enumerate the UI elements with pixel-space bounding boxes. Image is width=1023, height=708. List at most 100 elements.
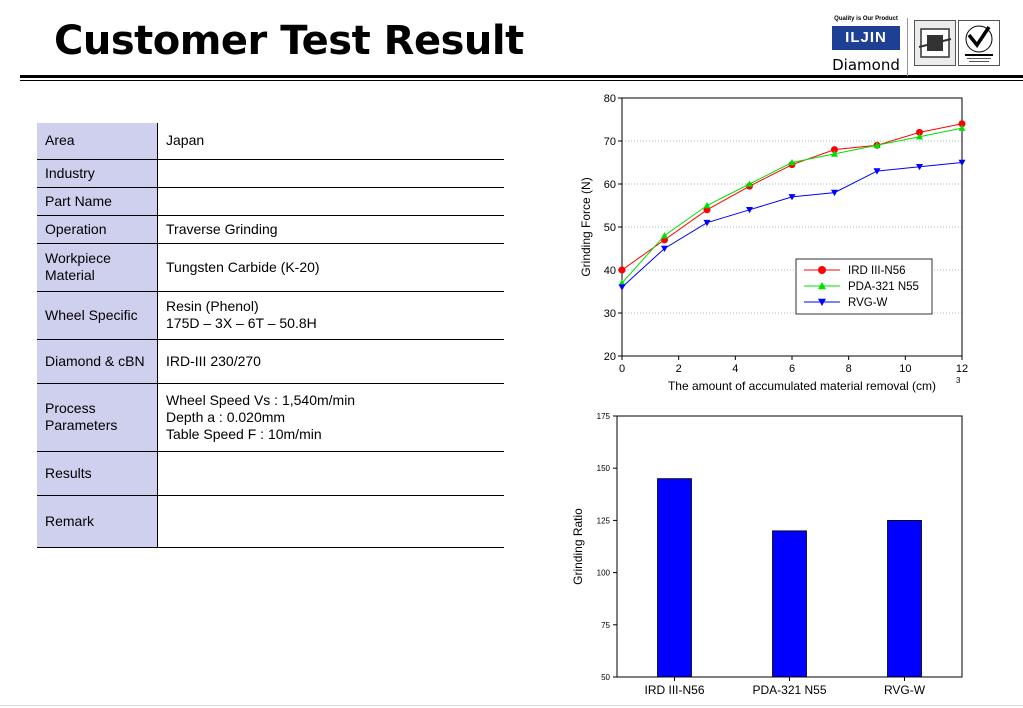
data-point — [661, 245, 668, 252]
title-divider — [20, 75, 1023, 78]
spec-value: Wheel Speed Vs : 1,540m/min Depth a : 0.0… — [157, 383, 504, 451]
legend-label: IRD III-N56 — [848, 265, 906, 277]
spec-label: Results — [37, 451, 158, 495]
x-tick-label: 2 — [676, 363, 682, 375]
y-tick-label: 40 — [604, 265, 616, 277]
spec-label: Remark — [37, 495, 158, 547]
logo-brand: ILJIN — [832, 26, 900, 50]
data-point — [958, 124, 966, 131]
spec-value-line: Resin (Phenol) — [166, 298, 259, 314]
plot-frame — [621, 97, 963, 357]
y-tick-label: 50 — [604, 222, 616, 234]
x-tick-label: 8 — [846, 363, 852, 375]
spec-row: Workpiece Material Tungsten Carbide (K-20… — [37, 243, 504, 291]
company-logo: Quality is Our Product ILJIN Diamond — [828, 14, 1008, 76]
spec-label: Wheel Specific — [37, 291, 158, 339]
logo-separator — [907, 18, 908, 76]
y-tick-label: 100 — [597, 569, 611, 578]
logo-tagline: Quality is Our Product — [834, 16, 898, 22]
x-tick-label: 10 — [899, 363, 911, 375]
bar — [772, 530, 807, 678]
spec-row: Wheel Specific Resin (Phenol) 175D – 3X – … — [37, 291, 504, 339]
y-tick-label: 20 — [604, 351, 616, 363]
data-point — [958, 159, 966, 166]
bar — [657, 478, 692, 678]
spec-value — [157, 187, 504, 215]
bar — [887, 520, 922, 678]
data-point — [916, 128, 923, 136]
legend-marker — [818, 266, 826, 274]
spec-label: Operation — [37, 215, 158, 243]
spec-value: Traverse Grinding — [157, 215, 504, 243]
spec-value-line: Depth a : 0.020mm — [166, 408, 286, 425]
spec-row: Diamond & cBN IRD-III 230/270 — [37, 339, 504, 383]
data-point — [916, 164, 923, 171]
spec-value-line: Wheel Speed Vs : 1,540m/min — [166, 391, 356, 408]
data-point — [661, 232, 668, 239]
grinding-force-line-chart: 20 30 40 50 60 70 80 0 2 4 6 8 10 12 IRD III-N56 PDA-32… — [579, 93, 968, 393]
x-tick-label: RVG-W — [884, 683, 926, 697]
spec-value-line: Japan — [166, 132, 205, 149]
x-axis-label-superscript: 3 — [956, 376, 961, 385]
spec-value-line: Tungsten Carbide (K-20) — [166, 258, 320, 275]
spec-row: Process Parameters Wheel Speed Vs : 1,540… — [37, 383, 504, 451]
data-point — [618, 279, 626, 286]
x-tick-label: 12 — [956, 363, 968, 375]
y-tick-label: 150 — [597, 464, 611, 473]
legend-label: PDA-321 N55 — [848, 281, 919, 293]
spec-row: Operation Traverse Grinding — [37, 215, 504, 243]
accreditation-check-icon — [958, 20, 1000, 66]
data-point — [746, 180, 753, 187]
spec-label: Area — [37, 123, 158, 159]
x-tick-label: PDA-321 N55 — [752, 683, 826, 697]
spec-value-line: Table Speed F : 10m/min — [166, 425, 322, 442]
spec-value: Japan — [157, 123, 504, 159]
spec-label: Industry — [37, 159, 158, 187]
spec-value — [157, 451, 504, 495]
data-point — [831, 146, 838, 154]
spec-label: Process Parameters — [37, 383, 158, 451]
data-point — [788, 159, 796, 166]
spec-value-line: 175D – 3X – 6T – 50.8H — [166, 315, 317, 331]
data-point — [958, 120, 966, 128]
spec-row: Area Japan — [37, 123, 504, 159]
spec-label: Part Name — [37, 187, 158, 215]
spec-row: Industry — [37, 159, 504, 187]
data-point — [703, 202, 711, 209]
data-point — [618, 284, 626, 291]
data-point — [746, 207, 753, 214]
legend-marker — [818, 298, 826, 306]
footer-divider — [0, 705, 1023, 706]
x-tick-label: 0 — [619, 363, 625, 375]
title-divider-thin — [20, 80, 1023, 81]
spec-value-line: Traverse Grinding — [166, 220, 278, 237]
spec-label: Workpiece Material — [37, 243, 158, 291]
y-tick-label: 70 — [604, 136, 616, 148]
x-axis-label: The amount of accumulated material remov… — [668, 379, 936, 393]
data-point — [831, 150, 838, 157]
x-tick-label: IRD III-N56 — [644, 683, 704, 697]
y-tick-label: 125 — [597, 516, 611, 525]
plot-frame — [616, 415, 963, 678]
data-point — [703, 219, 711, 227]
y-axis-label: Grinding Force (N) — [579, 177, 593, 276]
spec-row: Remark — [37, 495, 504, 547]
legend-label: RVG-W — [848, 297, 888, 309]
spec-value: Resin (Phenol) 175D – 3X – 6T – 50.8H — [157, 291, 504, 339]
y-tick-label: 30 — [604, 308, 616, 320]
spec-value — [157, 159, 504, 187]
spec-value-line: IRD-III 230/270 — [166, 352, 261, 369]
data-point — [873, 168, 881, 175]
spec-row: Results — [37, 451, 504, 495]
y-tick-label: 60 — [604, 179, 616, 191]
y-tick-label: 80 — [604, 93, 616, 105]
spec-value: Tungsten Carbide (K-20) — [157, 243, 504, 291]
page-title: Customer Test Result — [54, 18, 524, 64]
data-point — [873, 141, 881, 149]
y-tick-label: 175 — [597, 412, 611, 421]
certification-mark-icon — [914, 20, 956, 66]
grinding-ratio-bar-chart: 50 75 100 125 150 175 IRD III-N56 PDA-321 N55 RV… — [571, 412, 963, 697]
spec-label: Diamond & cBN — [37, 339, 158, 383]
spec-table: Area Japan Industry Part Name Operation Trave… — [37, 123, 504, 548]
data-point — [831, 189, 838, 197]
